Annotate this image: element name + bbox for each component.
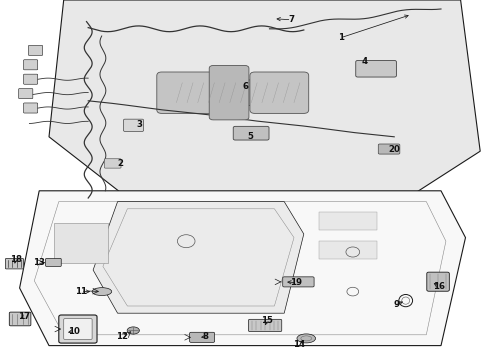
FancyBboxPatch shape [28, 45, 43, 55]
Text: 10: 10 [68, 327, 79, 336]
FancyBboxPatch shape [378, 144, 400, 154]
Text: 2: 2 [117, 159, 123, 168]
Text: 6: 6 [242, 82, 248, 91]
Ellipse shape [92, 288, 112, 296]
FancyBboxPatch shape [59, 315, 97, 343]
FancyBboxPatch shape [24, 74, 38, 84]
FancyBboxPatch shape [356, 60, 396, 77]
FancyBboxPatch shape [19, 89, 33, 99]
FancyBboxPatch shape [248, 319, 282, 332]
FancyBboxPatch shape [46, 258, 61, 266]
FancyBboxPatch shape [209, 66, 249, 120]
Text: 16: 16 [433, 282, 444, 291]
FancyBboxPatch shape [64, 319, 92, 339]
Polygon shape [93, 202, 304, 313]
FancyBboxPatch shape [9, 312, 31, 326]
FancyBboxPatch shape [24, 60, 38, 70]
FancyBboxPatch shape [190, 332, 215, 342]
Text: 5: 5 [247, 132, 253, 141]
Text: 18: 18 [10, 255, 22, 264]
FancyBboxPatch shape [233, 126, 269, 140]
FancyBboxPatch shape [157, 72, 216, 113]
Ellipse shape [297, 334, 316, 343]
Text: 12: 12 [117, 332, 128, 341]
Text: 4: 4 [362, 57, 368, 66]
Text: 9: 9 [394, 300, 400, 309]
Text: 7: 7 [289, 15, 294, 24]
Text: 17: 17 [19, 312, 30, 321]
FancyBboxPatch shape [427, 272, 449, 291]
Text: 3: 3 [137, 120, 143, 129]
Polygon shape [20, 191, 466, 346]
Ellipse shape [127, 327, 140, 334]
Text: 19: 19 [291, 278, 302, 287]
Text: 14: 14 [293, 341, 305, 349]
FancyBboxPatch shape [283, 277, 314, 287]
FancyBboxPatch shape [250, 72, 309, 113]
FancyBboxPatch shape [24, 103, 38, 113]
Text: 11: 11 [75, 287, 87, 296]
FancyBboxPatch shape [5, 258, 24, 269]
Text: 20: 20 [389, 145, 400, 154]
FancyBboxPatch shape [104, 159, 121, 168]
Text: 8: 8 [203, 332, 209, 341]
Polygon shape [49, 0, 480, 202]
Text: 15: 15 [261, 316, 273, 325]
Text: 1: 1 [338, 33, 343, 42]
FancyBboxPatch shape [168, 80, 303, 105]
Bar [318, 212, 377, 230]
Text: 13: 13 [33, 258, 45, 267]
Polygon shape [54, 223, 108, 263]
Bar [318, 241, 377, 259]
FancyBboxPatch shape [123, 119, 144, 131]
